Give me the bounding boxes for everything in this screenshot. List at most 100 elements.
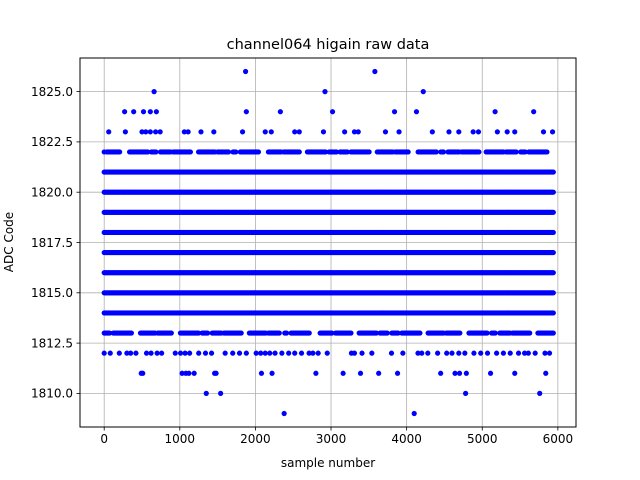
data-point (196, 350, 202, 356)
data-point (531, 109, 537, 115)
data-point (462, 350, 468, 356)
data-point (492, 109, 498, 115)
data-point (306, 350, 312, 356)
data-point (376, 370, 382, 376)
x-tick-label: 2000 (240, 432, 271, 446)
data-point (550, 209, 556, 215)
data-point (550, 270, 556, 276)
data-point (382, 129, 389, 135)
data-point (438, 370, 444, 376)
data-point (342, 129, 348, 135)
data-point (537, 390, 543, 396)
data-point (429, 129, 435, 135)
data-point (348, 330, 354, 336)
data-point (298, 350, 305, 356)
data-point (267, 350, 273, 356)
data-point (292, 350, 298, 356)
data-point (550, 249, 556, 256)
data-point (128, 350, 134, 356)
data-point (143, 129, 149, 135)
data-point (470, 129, 476, 135)
data-point (262, 129, 268, 135)
data-point (159, 350, 165, 356)
data-point (225, 149, 232, 155)
data-point (543, 370, 549, 376)
data-point (128, 330, 135, 336)
data-point (186, 370, 192, 376)
data-point (202, 350, 209, 356)
data-point (242, 68, 249, 75)
data-point (484, 330, 490, 336)
data-point (440, 149, 447, 155)
data-point (546, 350, 553, 356)
data-point (513, 149, 519, 155)
data-point (494, 350, 500, 356)
x-tick-label: 6000 (543, 432, 574, 446)
data-point (107, 330, 113, 336)
data-point (122, 109, 128, 115)
data-point (145, 149, 151, 155)
data-point (394, 370, 401, 376)
data-point (366, 149, 372, 155)
data-point (487, 370, 494, 376)
data-point (492, 330, 498, 336)
data-point (258, 370, 265, 376)
data-point (306, 330, 312, 336)
data-point (211, 129, 217, 135)
data-point (153, 149, 159, 155)
data-point (388, 350, 395, 356)
data-point (369, 350, 375, 356)
data-point (456, 370, 463, 376)
data-point (525, 350, 531, 356)
data-point (255, 149, 262, 155)
data-point (507, 350, 513, 356)
data-point (315, 350, 321, 356)
data-point (185, 129, 191, 135)
data-point (355, 129, 361, 135)
data-point (151, 89, 157, 95)
data-point (324, 350, 330, 356)
data-point (333, 149, 340, 155)
data-point (550, 169, 556, 175)
data-point (187, 350, 193, 356)
data-point (195, 330, 202, 336)
data-point (405, 149, 411, 155)
data-point (540, 129, 547, 135)
data-point (191, 370, 197, 376)
y-tick-label: 1815.0 (31, 286, 73, 300)
data-point (500, 350, 507, 356)
chart-title: channel064 higain raw data (227, 37, 430, 53)
data-point (449, 350, 455, 356)
data-point (329, 109, 336, 115)
data-point (283, 330, 290, 336)
y-tick-label: 1817.5 (31, 236, 73, 250)
data-point (106, 129, 112, 135)
data-point (140, 370, 146, 376)
data-point (243, 109, 249, 115)
data-point (542, 350, 548, 356)
data-point (253, 350, 259, 356)
data-point (140, 109, 147, 115)
data-point (153, 109, 159, 115)
data-point (550, 189, 556, 195)
data-point (494, 129, 500, 135)
y-tick-label: 1825.0 (31, 85, 73, 99)
data-point (420, 89, 426, 95)
data-point (296, 149, 302, 155)
data-point (521, 350, 528, 356)
data-point (395, 330, 401, 336)
data-point (230, 350, 236, 356)
data-points (101, 68, 556, 417)
data-point (238, 330, 244, 336)
data-point (446, 129, 452, 135)
data-point (550, 229, 556, 236)
data-point (168, 330, 174, 336)
data-point (147, 109, 153, 115)
data-point (117, 149, 123, 155)
data-point (550, 330, 556, 336)
data-point (373, 330, 379, 336)
x-tick-label: 0 (100, 432, 108, 446)
data-point (456, 350, 462, 356)
data-point (153, 129, 159, 135)
